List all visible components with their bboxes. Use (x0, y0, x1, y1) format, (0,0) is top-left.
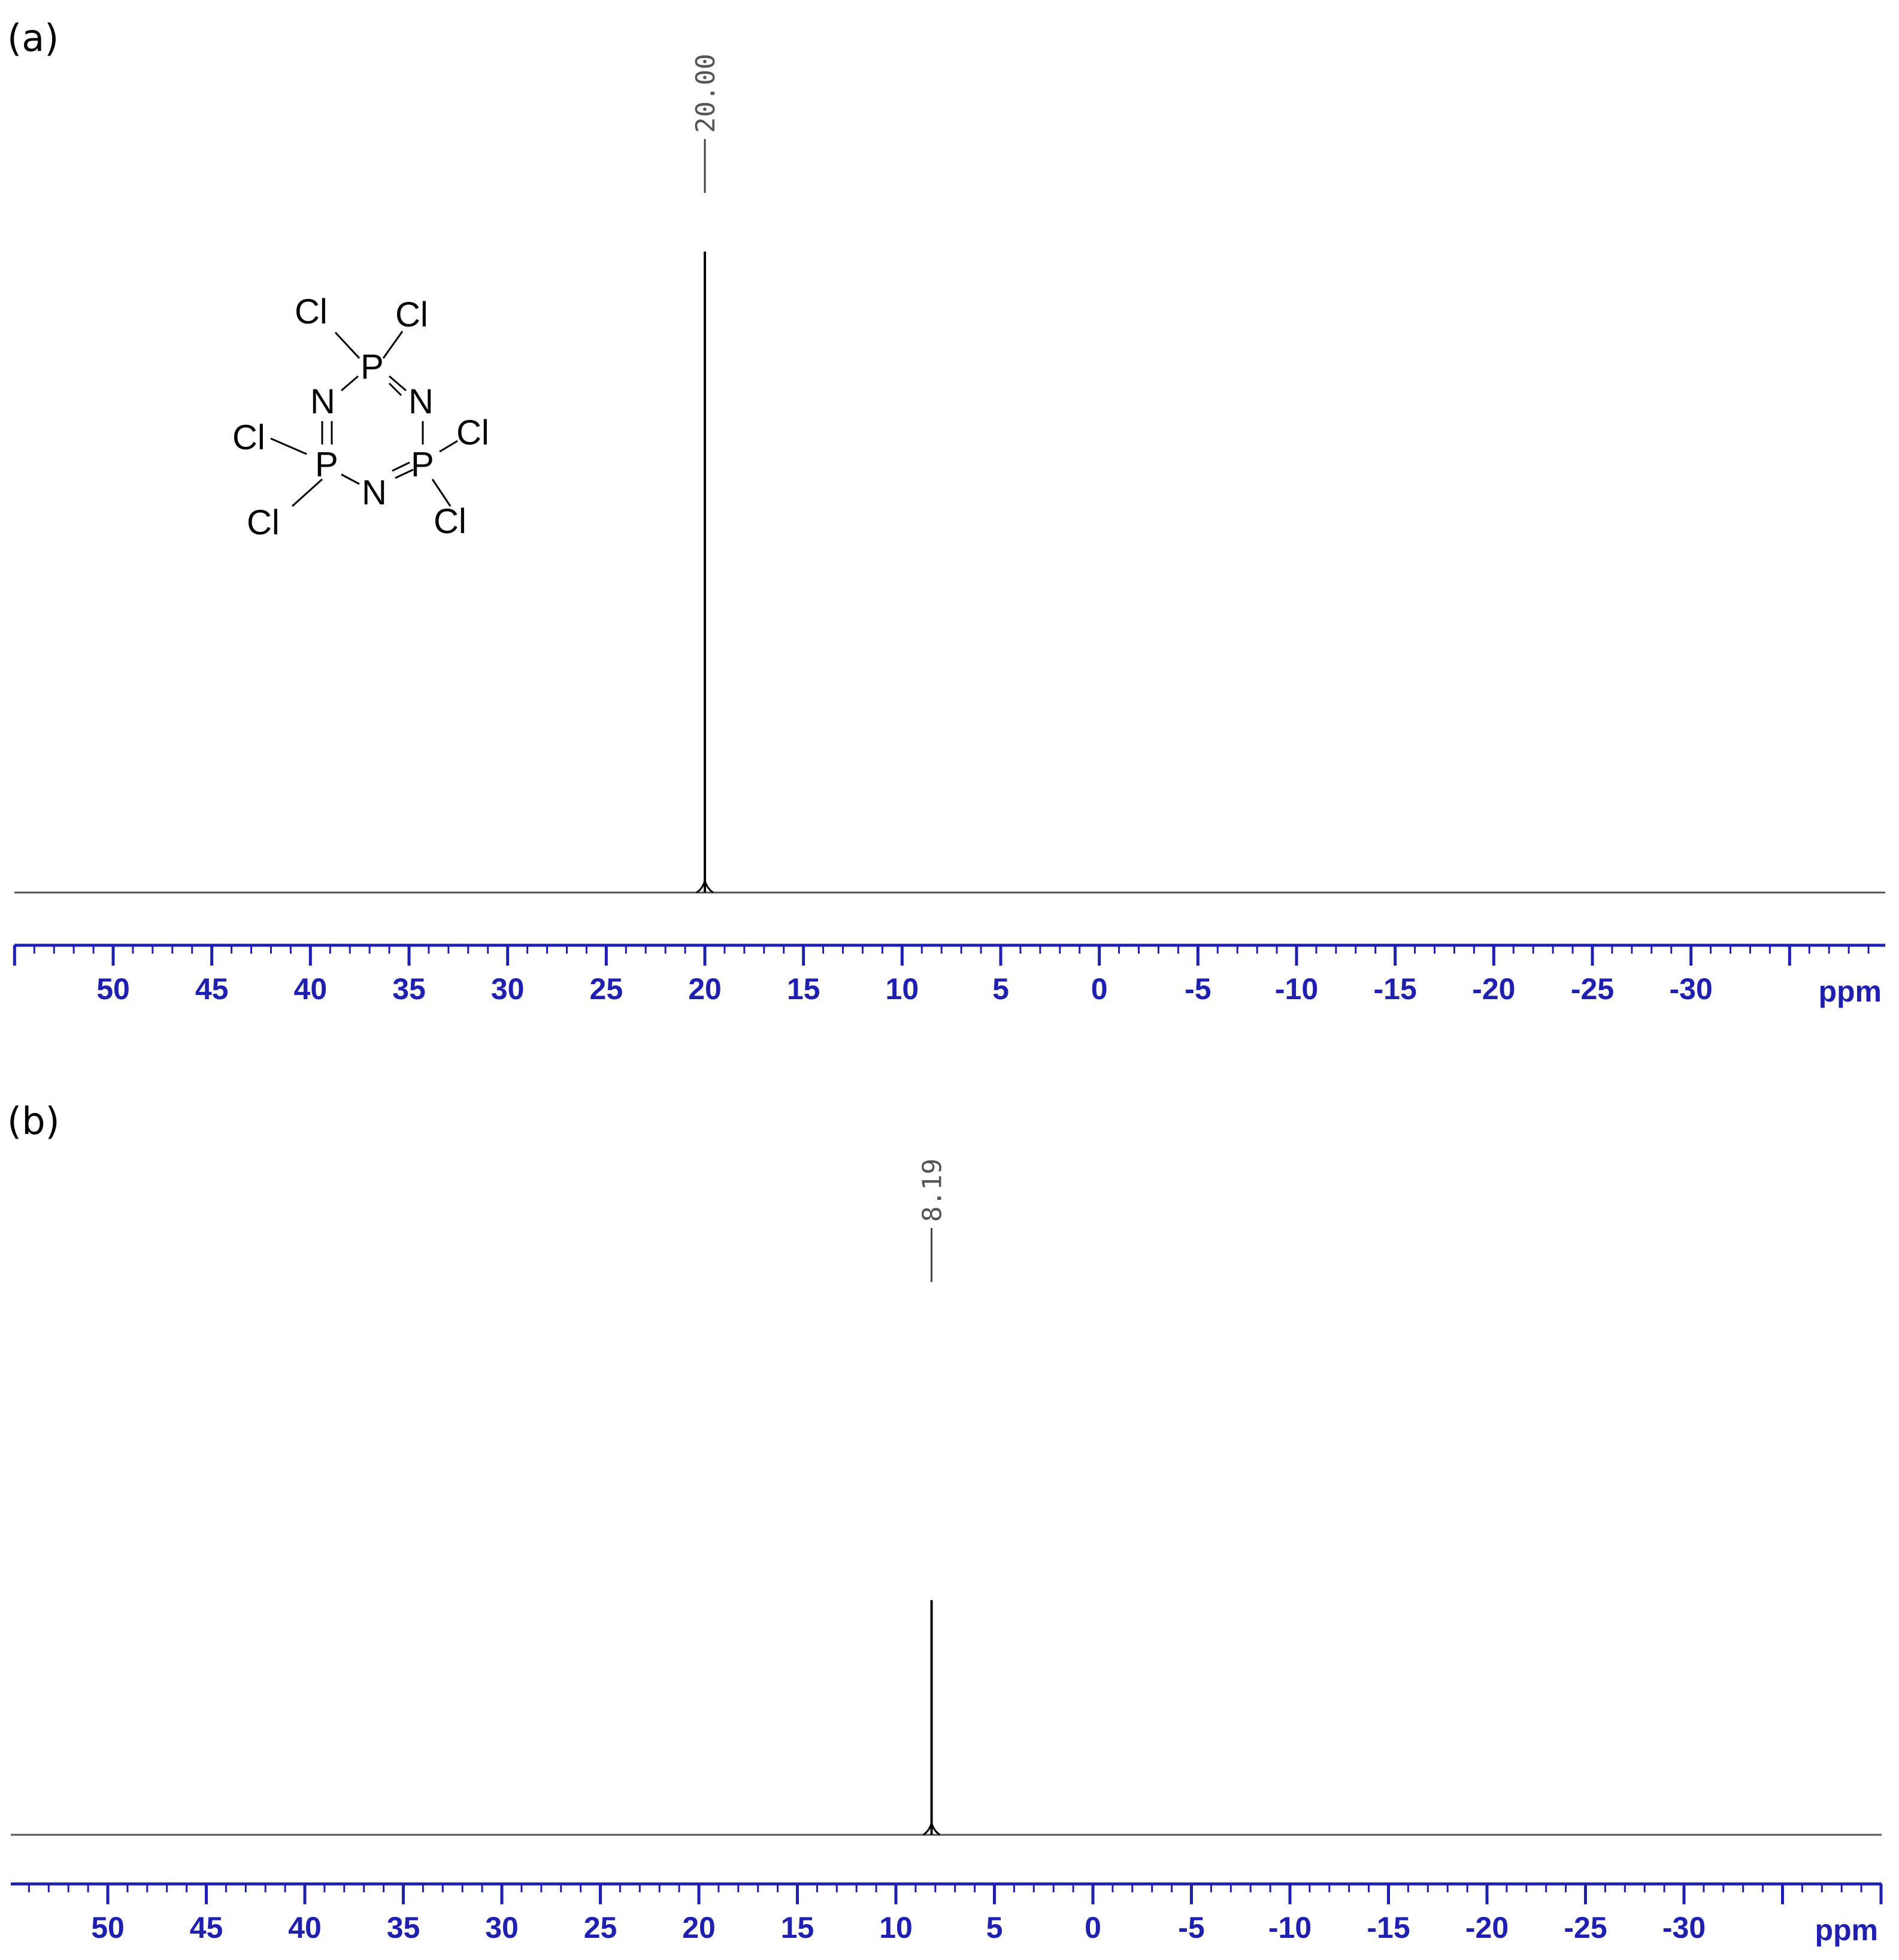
x-tick-label: 50 (96, 972, 130, 1006)
x-tick-label: 5 (992, 972, 1009, 1006)
x-axis-unit: ppm (1815, 1913, 1878, 1947)
x-tick-label: 45 (195, 972, 229, 1006)
x-tick-label: 25 (590, 972, 623, 1006)
x-tick-label: 25 (584, 1911, 617, 1944)
x-tick-label: 40 (294, 972, 328, 1006)
atom-label: N (310, 382, 335, 421)
x-tick-label: 30 (485, 1911, 519, 1944)
x-tick-label: 35 (387, 1911, 420, 1944)
peak-label: 8.19 (917, 1159, 948, 1222)
x-tick-label: -5 (1178, 1911, 1204, 1944)
x-tick-label: 30 (491, 972, 525, 1006)
panel-b-label: (b) (7, 1099, 60, 1143)
x-tick-label: 10 (879, 1911, 913, 1944)
atom-label: P (361, 347, 384, 386)
x-tick-label: 15 (781, 1911, 814, 1944)
panel-a: (a) Cl (7, 16, 1885, 1008)
x-tick-label: -30 (1662, 1911, 1706, 1944)
x-tick-label: 20 (682, 1911, 716, 1944)
x-tick-label: 20 (688, 972, 722, 1006)
atom-label: Cl (434, 502, 467, 541)
atom-label: Cl (395, 295, 428, 334)
panel-b: (b) 50 45 40 35 30 25 20 15 10 5 0 -5 -10 -15 -20 -25 -3… (7, 1099, 1883, 1947)
x-tick-label: -25 (1571, 972, 1614, 1006)
atom-label: Cl (232, 418, 265, 457)
x-tick-label: 15 (787, 972, 820, 1006)
atom-label: N (408, 382, 434, 421)
x-tick-label: -15 (1367, 1911, 1410, 1944)
x-tick-label: -25 (1564, 1911, 1607, 1944)
x-tick-label: -30 (1670, 972, 1713, 1006)
atom-label: Cl (247, 503, 280, 542)
peak-base (922, 1819, 941, 1836)
x-tick-label: 40 (288, 1911, 322, 1944)
x-tick-label: 50 (91, 1911, 125, 1944)
x-tick-label: -15 (1374, 972, 1417, 1006)
molecule-structure: Cl Cl P N N Cl P P Cl N Cl Cl (232, 292, 489, 542)
x-tick-label: 45 (190, 1911, 223, 1944)
x-tick-label: -10 (1268, 1911, 1312, 1944)
x-tick-label: -5 (1185, 972, 1211, 1006)
peak-label: 20.00 (690, 54, 721, 133)
x-tick-label: -20 (1465, 1911, 1509, 1944)
atom-label: P (411, 445, 434, 484)
atom-label: P (315, 445, 338, 484)
atom-label: Cl (456, 413, 489, 452)
x-tick-label: 5 (986, 1911, 1003, 1944)
x-tick-label: 10 (886, 972, 919, 1006)
atom-label: Cl (295, 292, 328, 331)
panel-a-label: (a) (7, 16, 59, 60)
atom-label: N (362, 473, 387, 512)
x-axis-unit: ppm (1818, 975, 1882, 1008)
x-tick-label: -10 (1275, 972, 1318, 1006)
x-tick-label: -20 (1472, 972, 1515, 1006)
peak-base (696, 877, 714, 894)
x-tick-label: 0 (1091, 972, 1108, 1006)
x-tick-label: 35 (392, 972, 426, 1006)
x-tick-label: 0 (1085, 1911, 1101, 1944)
